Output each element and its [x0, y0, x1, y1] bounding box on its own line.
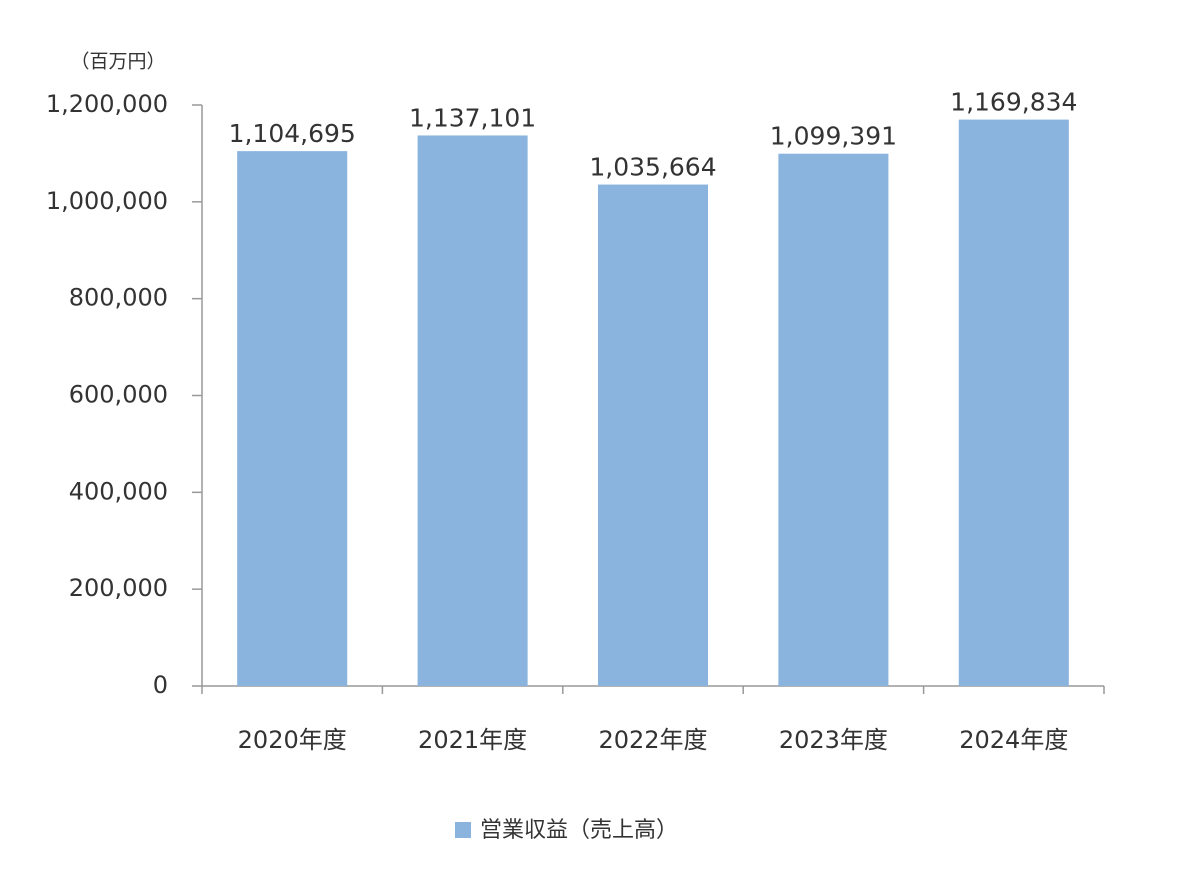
- legend-label: 営業収益（売上高）: [480, 818, 678, 843]
- value-label: 1,099,391: [770, 122, 897, 151]
- x-tick-label: 2022年度: [598, 726, 707, 754]
- x-tick-label: 2020年度: [238, 726, 347, 754]
- x-tick-label: 2021年度: [418, 726, 527, 754]
- bar: [237, 151, 348, 687]
- y-tick-label: 800,000: [69, 284, 168, 312]
- bar: [417, 135, 528, 686]
- value-label: 1,137,101: [409, 103, 536, 132]
- y-tick-label: 1,000,000: [46, 187, 168, 215]
- x-tick-label: 2023年度: [779, 726, 888, 754]
- value-label: 1,169,834: [950, 88, 1077, 117]
- y-tick-label: 200,000: [69, 574, 168, 602]
- value-label: 1,104,695: [229, 119, 356, 148]
- x-tick-label: 2024年度: [959, 726, 1068, 754]
- y-tick-label: 600,000: [69, 381, 168, 409]
- y-tick-label: 0: [153, 671, 168, 699]
- y-tick-label: 1,200,000: [46, 90, 168, 118]
- legend-swatch: [455, 822, 471, 838]
- unit-label: （百万円）: [70, 51, 165, 73]
- value-label: 1,035,664: [589, 153, 716, 182]
- y-tick-label: 400,000: [69, 477, 168, 505]
- bar: [958, 119, 1069, 687]
- bar: [778, 153, 889, 686]
- bar: [597, 184, 709, 686]
